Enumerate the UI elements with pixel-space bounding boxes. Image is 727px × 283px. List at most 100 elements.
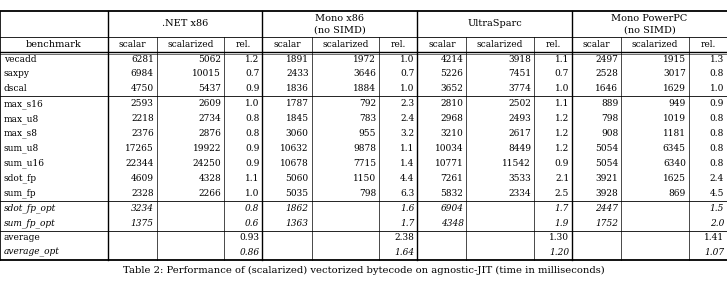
Text: 1.30: 1.30 (549, 233, 569, 243)
Text: 1884: 1884 (353, 84, 376, 93)
Text: 1.0: 1.0 (710, 84, 724, 93)
Text: 5226: 5226 (441, 69, 464, 78)
Text: 908: 908 (601, 129, 619, 138)
Text: scalarized: scalarized (477, 40, 523, 49)
Text: dscal: dscal (4, 84, 27, 93)
Text: 2493: 2493 (508, 114, 531, 123)
Text: 5832: 5832 (441, 189, 464, 198)
Text: scalar: scalar (119, 40, 146, 49)
Text: 2497: 2497 (595, 55, 619, 64)
Text: 889: 889 (601, 99, 619, 108)
Text: 2968: 2968 (441, 114, 464, 123)
Text: 955: 955 (358, 129, 376, 138)
Text: rel.: rel. (700, 40, 715, 49)
Text: 3533: 3533 (508, 174, 531, 183)
Text: 869: 869 (669, 189, 686, 198)
Text: 1891: 1891 (286, 55, 309, 64)
Text: 1.0: 1.0 (245, 189, 260, 198)
Text: scalarized: scalarized (322, 40, 369, 49)
Text: 22344: 22344 (126, 159, 154, 168)
Text: 1.2: 1.2 (555, 144, 569, 153)
Text: 0.93: 0.93 (239, 233, 260, 243)
Text: 4348: 4348 (441, 218, 464, 228)
Text: scalarized: scalarized (167, 40, 214, 49)
Text: 1.6: 1.6 (400, 204, 414, 213)
Text: 3017: 3017 (663, 69, 686, 78)
Text: 11542: 11542 (502, 159, 531, 168)
Text: 1.20: 1.20 (549, 248, 569, 258)
Text: sum_u8: sum_u8 (4, 144, 39, 153)
Text: sum_fp: sum_fp (4, 188, 36, 198)
Text: 1629: 1629 (663, 84, 686, 93)
Text: 1.0: 1.0 (555, 84, 569, 93)
Text: 3921: 3921 (595, 174, 619, 183)
Text: 1752: 1752 (595, 218, 619, 228)
Text: UltraSparc: UltraSparc (467, 20, 522, 29)
Text: 1.5: 1.5 (710, 204, 724, 213)
Text: 1019: 1019 (663, 114, 686, 123)
Text: 0.7: 0.7 (400, 69, 414, 78)
Text: 6984: 6984 (131, 69, 154, 78)
Text: 1915: 1915 (663, 55, 686, 64)
Text: Mono PowerPC: Mono PowerPC (611, 14, 688, 23)
Text: 3210: 3210 (441, 129, 464, 138)
Text: 1.0: 1.0 (400, 55, 414, 64)
Text: 1.07: 1.07 (704, 248, 724, 258)
Text: 10632: 10632 (280, 144, 309, 153)
Text: rel.: rel. (545, 40, 561, 49)
Text: 1.0: 1.0 (400, 84, 414, 93)
Text: 2218: 2218 (131, 114, 154, 123)
Text: 2433: 2433 (286, 69, 309, 78)
Text: 2334: 2334 (508, 189, 531, 198)
Text: sdot_fp: sdot_fp (4, 173, 37, 183)
Text: 949: 949 (669, 99, 686, 108)
Text: scalar: scalar (583, 40, 611, 49)
Text: 6340: 6340 (663, 159, 686, 168)
Text: 7715: 7715 (353, 159, 376, 168)
Text: 1.2: 1.2 (245, 55, 260, 64)
Text: 0.6: 0.6 (245, 218, 260, 228)
Text: 792: 792 (359, 99, 376, 108)
Text: 1.3: 1.3 (710, 55, 724, 64)
Text: sum_u16: sum_u16 (4, 158, 44, 168)
Text: 1.2: 1.2 (555, 114, 569, 123)
Text: 0.8: 0.8 (245, 114, 260, 123)
Text: average_opt: average_opt (4, 248, 60, 258)
Text: 2502: 2502 (508, 99, 531, 108)
Text: 7261: 7261 (441, 174, 464, 183)
Text: 2810: 2810 (441, 99, 464, 108)
Text: scalar: scalar (273, 40, 301, 49)
Text: 4328: 4328 (198, 174, 221, 183)
Text: vecadd: vecadd (4, 55, 36, 64)
Text: 0.9: 0.9 (245, 159, 260, 168)
Text: 2734: 2734 (198, 114, 221, 123)
Text: 2.4: 2.4 (710, 174, 724, 183)
Text: 10678: 10678 (280, 159, 309, 168)
Text: 1646: 1646 (595, 84, 619, 93)
Text: 0.9: 0.9 (555, 159, 569, 168)
Text: 1625: 1625 (663, 174, 686, 183)
Text: 3060: 3060 (286, 129, 309, 138)
Text: 1.1: 1.1 (245, 174, 260, 183)
Text: 2593: 2593 (131, 99, 154, 108)
Text: 2876: 2876 (198, 129, 221, 138)
Text: 3.2: 3.2 (401, 129, 414, 138)
Text: 6345: 6345 (663, 144, 686, 153)
Text: 2.0: 2.0 (710, 218, 724, 228)
Text: 3918: 3918 (508, 55, 531, 64)
Text: scalarized: scalarized (632, 40, 678, 49)
Text: Table 2: Performance of (scalarized) vectorized bytecode on agnostic-JIT (time i: Table 2: Performance of (scalarized) vec… (123, 265, 604, 275)
Text: 3652: 3652 (441, 84, 464, 93)
Text: 5062: 5062 (198, 55, 221, 64)
Text: 0.7: 0.7 (555, 69, 569, 78)
Text: max_s8: max_s8 (4, 129, 38, 138)
Text: 1.1: 1.1 (555, 55, 569, 64)
Text: 1.4: 1.4 (400, 159, 414, 168)
Text: max_u8: max_u8 (4, 114, 39, 124)
Text: 0.86: 0.86 (239, 248, 260, 258)
Text: 1787: 1787 (286, 99, 309, 108)
Text: 6904: 6904 (441, 204, 464, 213)
Text: 3234: 3234 (131, 204, 154, 213)
Text: 1.7: 1.7 (400, 218, 414, 228)
Text: 2447: 2447 (595, 204, 619, 213)
